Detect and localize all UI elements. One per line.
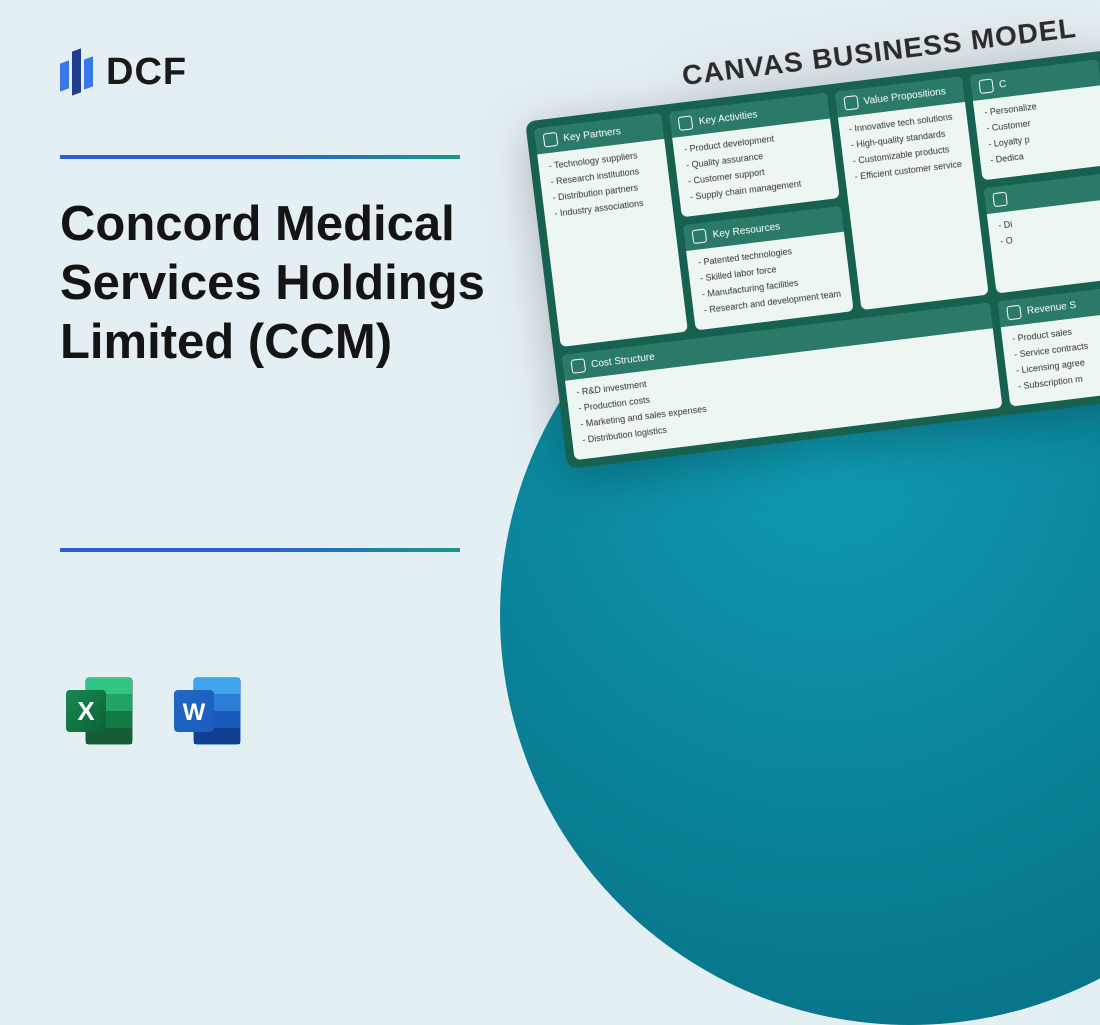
svg-text:X: X [77,696,95,726]
file-icons-row: X W [60,672,246,750]
business-model-canvas: CANVAS BUSINESS MODEL Key Partners - Tec… [520,0,1100,469]
customer-relationships-label: C [998,78,1007,90]
key-activities-label: Key Activities [698,109,758,127]
logo: DCF [60,48,187,96]
key-resources-label: Key Resources [712,221,781,240]
canvas-channels: - Di - O [984,173,1100,294]
key-partners-label: Key Partners [563,126,622,144]
revenue-streams-label: Revenue S [1026,299,1076,316]
excel-icon: X [60,672,138,750]
value-propositions-label: Value Propositions [863,86,946,107]
divider-top [60,155,460,159]
dcf-logo-icon [60,48,94,96]
canvas-customer-relationships: C - Personalize - Customer - Loyalty p -… [970,59,1100,180]
key-partners-items: - Technology suppliers - Research instit… [537,139,674,234]
canvas-key-partners: Key Partners - Technology suppliers - Re… [534,113,688,347]
logo-text: DCF [106,51,187,94]
canvas-value-propositions: Value Propositions - Innovative tech sol… [834,76,988,310]
page-title: Concord Medical Services Holdings Limite… [60,195,500,371]
cost-structure-label: Cost Structure [591,351,656,370]
canvas-key-activities: Key Activities - Product development - Q… [669,93,839,217]
svg-text:W: W [183,699,206,726]
divider-bottom [60,548,460,552]
word-icon: W [168,672,246,750]
canvas-key-resources: Key Resources - Patented technologies - … [683,206,853,330]
